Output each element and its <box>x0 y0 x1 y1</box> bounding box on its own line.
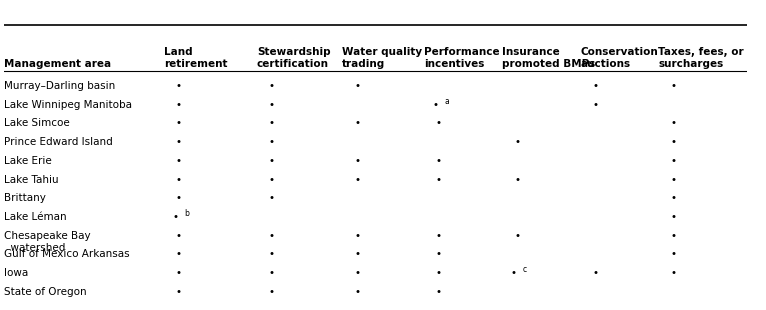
Text: •: • <box>436 156 442 166</box>
Text: •: • <box>176 137 182 147</box>
Text: •: • <box>354 175 360 185</box>
Text: •: • <box>176 250 182 259</box>
Text: •: • <box>176 156 182 166</box>
Text: •: • <box>670 118 676 129</box>
Text: •: • <box>514 137 520 147</box>
Text: •: • <box>269 231 275 241</box>
Text: •: • <box>432 100 438 110</box>
Text: •: • <box>354 250 360 259</box>
Text: •: • <box>354 231 360 241</box>
Text: •: • <box>354 287 360 297</box>
Text: •: • <box>670 231 676 241</box>
Text: Lake Winnipeg Manitoba: Lake Winnipeg Manitoba <box>4 100 133 110</box>
Text: •: • <box>172 212 178 222</box>
Text: State of Oregon: State of Oregon <box>4 287 87 297</box>
Text: •: • <box>269 250 275 259</box>
Text: Lake Erie: Lake Erie <box>4 156 52 166</box>
Text: •: • <box>269 100 275 110</box>
Text: Brittany: Brittany <box>4 193 46 203</box>
Text: Taxes, fees, or
surcharges: Taxes, fees, or surcharges <box>658 47 744 69</box>
Text: •: • <box>176 81 182 91</box>
Text: •: • <box>436 250 442 259</box>
Text: •: • <box>176 231 182 241</box>
Text: •: • <box>436 175 442 185</box>
Text: Lake Léman: Lake Léman <box>4 212 67 222</box>
Text: •: • <box>176 268 182 278</box>
Text: •: • <box>670 81 676 91</box>
Text: •: • <box>269 81 275 91</box>
Text: •: • <box>354 118 360 129</box>
Text: •: • <box>670 175 676 185</box>
Text: •: • <box>514 175 520 185</box>
Text: •: • <box>670 137 676 147</box>
Text: •: • <box>510 268 516 278</box>
Text: Conservation
auctions: Conservation auctions <box>580 47 658 69</box>
Text: •: • <box>269 156 275 166</box>
Text: Gulf of Mexico Arkansas: Gulf of Mexico Arkansas <box>4 250 129 259</box>
Text: •: • <box>592 268 598 278</box>
Text: •: • <box>354 156 360 166</box>
Text: •: • <box>670 268 676 278</box>
Text: •: • <box>269 118 275 129</box>
Text: •: • <box>176 175 182 185</box>
Text: Murray–Darling basin: Murray–Darling basin <box>4 81 116 91</box>
Text: •: • <box>176 287 182 297</box>
Text: •: • <box>269 193 275 203</box>
Text: Land
retirement: Land retirement <box>164 47 228 69</box>
Text: •: • <box>269 137 275 147</box>
Text: a: a <box>444 97 449 106</box>
Text: Chesapeake Bay
  watershed: Chesapeake Bay watershed <box>4 231 91 253</box>
Text: Performance
incentives: Performance incentives <box>424 47 499 69</box>
Text: •: • <box>176 193 182 203</box>
Text: Prince Edward Island: Prince Edward Island <box>4 137 113 147</box>
Text: •: • <box>176 100 182 110</box>
Text: •: • <box>592 100 598 110</box>
Text: Water quality
trading: Water quality trading <box>342 47 423 69</box>
Text: •: • <box>436 268 442 278</box>
Text: Iowa: Iowa <box>4 268 28 278</box>
Text: •: • <box>436 287 442 297</box>
Text: c: c <box>522 265 526 274</box>
Text: •: • <box>269 175 275 185</box>
Text: •: • <box>354 268 360 278</box>
Text: Lake Tahiu: Lake Tahiu <box>4 175 59 185</box>
Text: •: • <box>269 268 275 278</box>
Text: •: • <box>269 287 275 297</box>
Text: •: • <box>670 156 676 166</box>
Text: •: • <box>670 193 676 203</box>
Text: •: • <box>436 118 442 129</box>
Text: •: • <box>354 81 360 91</box>
Text: Lake Simcoe: Lake Simcoe <box>4 118 70 129</box>
Text: b: b <box>184 209 189 218</box>
Text: Insurance
promoted BMPs: Insurance promoted BMPs <box>502 47 595 69</box>
Text: •: • <box>176 118 182 129</box>
Text: Management area: Management area <box>4 59 111 69</box>
Text: •: • <box>592 81 598 91</box>
Text: •: • <box>670 250 676 259</box>
Text: •: • <box>670 212 676 222</box>
Text: •: • <box>514 231 520 241</box>
Text: Stewardship
certification: Stewardship certification <box>257 47 330 69</box>
Text: •: • <box>436 231 442 241</box>
